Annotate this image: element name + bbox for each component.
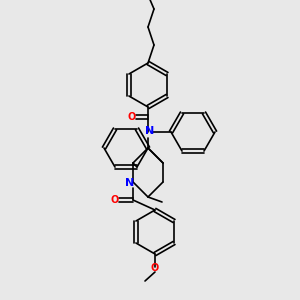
Text: O: O <box>111 195 119 205</box>
Text: O: O <box>151 263 159 273</box>
Text: N: N <box>125 178 135 188</box>
Text: N: N <box>146 126 154 136</box>
Text: O: O <box>128 112 136 122</box>
